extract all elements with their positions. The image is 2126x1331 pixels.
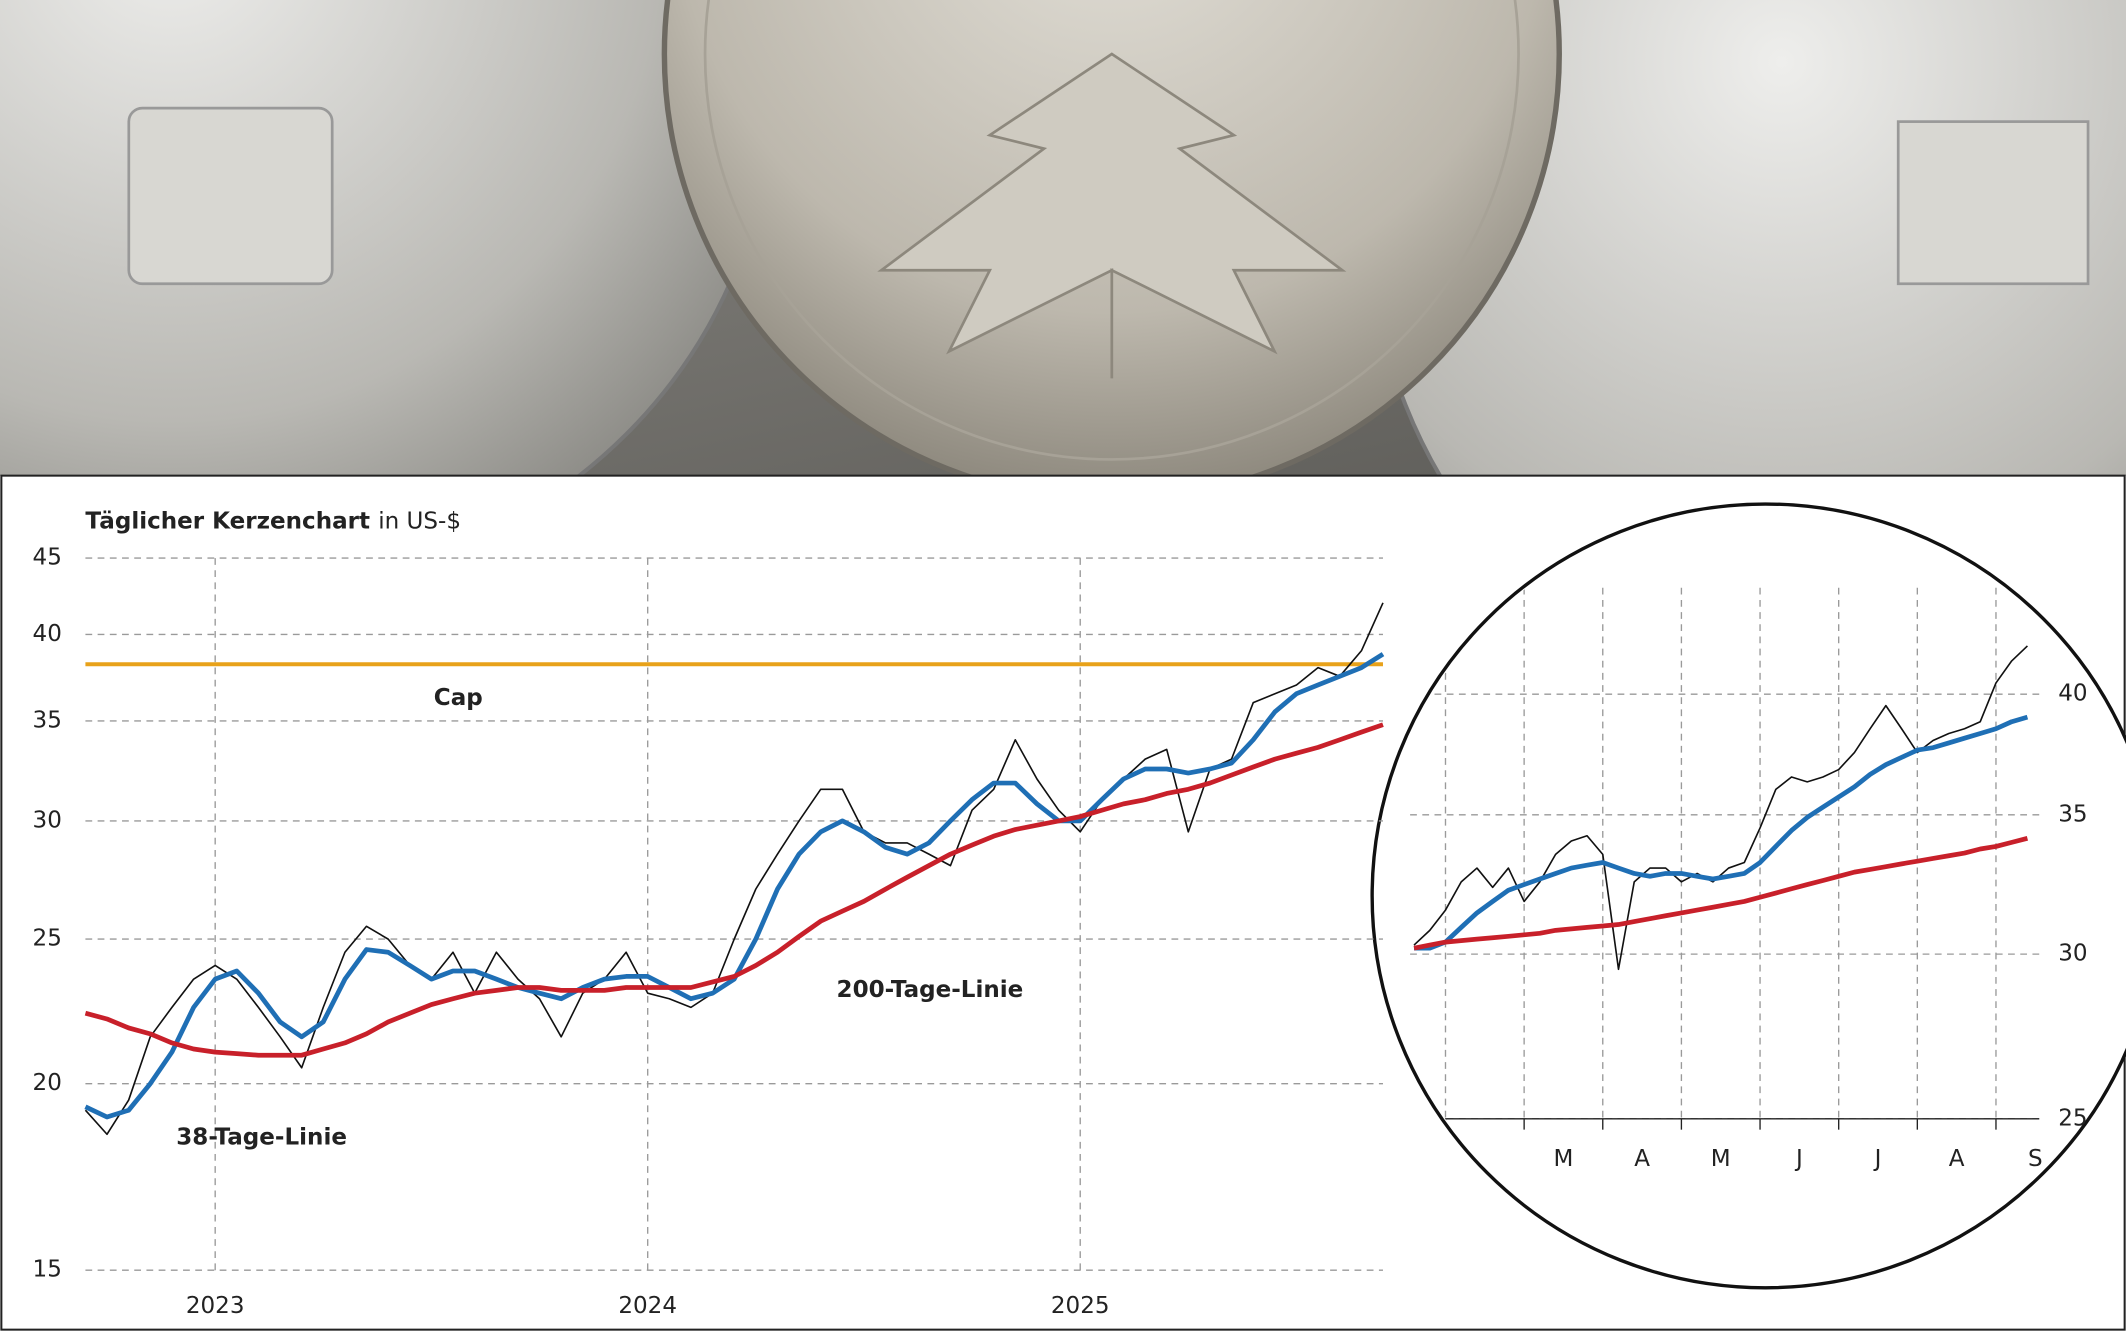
y-tick-label: 20 (33, 1070, 62, 1096)
y-tick-label: 25 (2058, 1105, 2087, 1131)
x-tick-label: 2024 (618, 1293, 677, 1319)
series-line (1414, 714, 2029, 951)
inset-circle (1370, 502, 2126, 1290)
subtitle: in US-$ (378, 508, 461, 534)
y-tick-label: 30 (33, 807, 62, 833)
x-tick-label: A (1949, 1146, 1965, 1172)
x-tick-label: A (1634, 1146, 1650, 1172)
y-tick-label: 15 (33, 1257, 62, 1283)
x-tick-label: M (1711, 1146, 1731, 1172)
y-tick-label: 40 (2058, 681, 2087, 707)
series-line (1413, 836, 2029, 951)
x-tick-label: M (1554, 1146, 1574, 1172)
x-tick-label: S (2028, 1146, 2043, 1172)
x-tick-label: J (1794, 1146, 1803, 1172)
y-tick-label: 35 (2058, 801, 2087, 827)
series-line (84, 652, 1385, 1120)
y-tick-label: 40 (33, 621, 62, 647)
series-label: 38-Tage-Linie (176, 1124, 347, 1150)
header-photo (0, 0, 2126, 476)
title: Täglicher Kerzenchart (85, 508, 370, 534)
cap-label: Cap (434, 685, 483, 711)
series-label: 200-Tage-Linie (837, 977, 1024, 1003)
main-chart (84, 557, 1385, 1271)
y-tick-label: 30 (2058, 941, 2087, 967)
x-tick-label: 2025 (1051, 1293, 1110, 1319)
inset-chart (1410, 587, 2040, 1130)
y-tick-label: 25 (33, 926, 62, 952)
series-line (84, 722, 1384, 1058)
y-tick-label: 35 (33, 707, 62, 733)
x-tick-label: 2023 (186, 1293, 245, 1319)
chart-title: Täglicher Kerzenchart in US-$ (85, 508, 461, 534)
y-tick-label: 45 (33, 545, 62, 571)
series-line (84, 602, 1384, 1136)
x-tick-label: J (1873, 1146, 1882, 1172)
